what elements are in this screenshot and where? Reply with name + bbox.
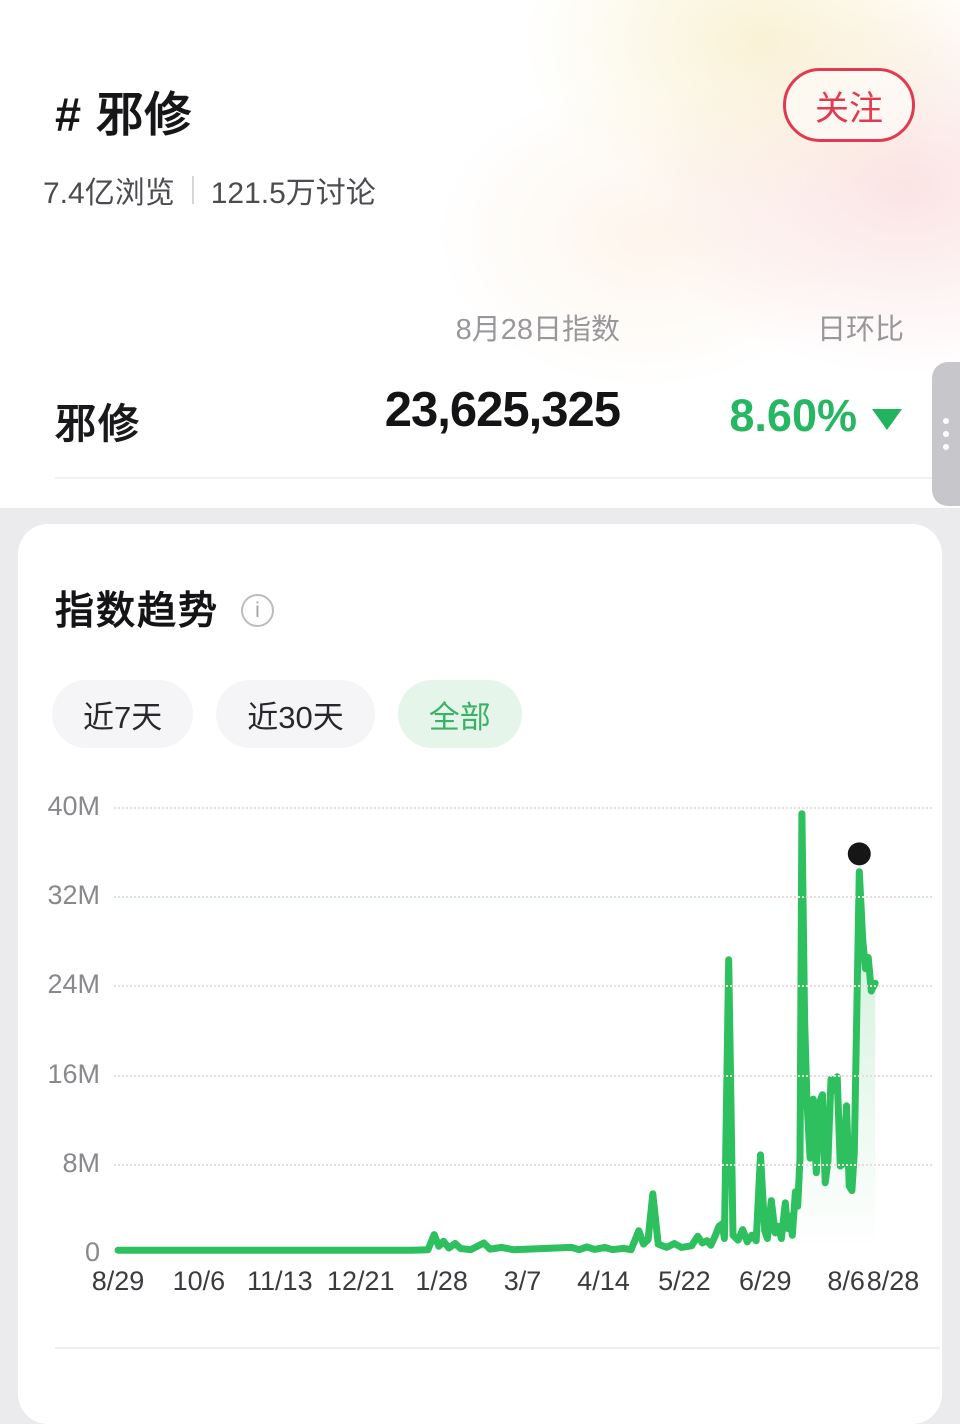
day-over-day-change: 8.60% [729, 390, 902, 442]
gridline [114, 1163, 932, 1166]
handle-dot-icon [943, 444, 949, 450]
day-over-day-column-label: 日环比 [816, 314, 904, 346]
section-divider [55, 1347, 940, 1349]
topic-header-section: # 邪修 关注 7.4亿浏览 121.5万讨论 8月28日指数 日环比 邪修 2… [0, 0, 960, 508]
y-axis-tick-label: 0 [84, 1236, 100, 1267]
x-axis-tick-label: 4/14 [577, 1266, 630, 1296]
x-axis-tick-label: 8/29 [91, 1266, 145, 1296]
latest-point-marker [847, 842, 871, 866]
y-axis-tick-label: 16M [47, 1058, 100, 1089]
chart-line-series [114, 810, 879, 1254]
down-triangle-icon [872, 408, 902, 430]
index-date-column-label: 8月28日指数 [455, 314, 620, 346]
gridline [114, 896, 932, 899]
period-tabs: 近7天 近30天 全部 [52, 680, 522, 748]
row-divider [55, 477, 940, 479]
page-title: # 邪修 [55, 88, 193, 141]
more-drag-handle[interactable] [932, 362, 960, 506]
trend-section-title: 指数趋势 [55, 590, 220, 633]
x-axis-tick-label: 6/29 [738, 1266, 792, 1296]
y-axis-tick-label: 24M [47, 969, 100, 1000]
gridline [114, 985, 932, 988]
info-icon[interactable]: i [241, 594, 274, 627]
trend-chart[interactable]: 40M 32M 24M 16M 8M 0 8/29 10/6 11/13 12/21 1/28 3/7… [18, 764, 942, 1304]
index-value: 23,625,325 [384, 383, 621, 437]
handle-dot-icon [943, 431, 949, 437]
index-row-topic-name: 邪修 [55, 401, 141, 447]
x-axis-tick-label: 11/13 [247, 1266, 313, 1296]
trend-line-chart [114, 810, 879, 1254]
y-axis-tick-label: 32M [47, 880, 100, 911]
y-axis-tick-label: 8M [62, 1147, 100, 1178]
x-axis-tick-label: 8/28 [866, 1266, 920, 1296]
gridline [114, 1074, 932, 1077]
x-axis-tick-label: 10/6 [172, 1266, 226, 1296]
tab-all-time[interactable]: 全部 [397, 680, 522, 748]
x-axis-tick-label: 5/22 [658, 1266, 711, 1296]
topic-stats: 7.4亿浏览 121.5万讨论 [43, 168, 376, 212]
x-axis-tick-label: 3/7 [503, 1266, 542, 1296]
discussions-count: 121.5万讨论 [210, 177, 376, 210]
y-axis-tick-label: 40M [47, 790, 100, 821]
views-count: 7.4亿浏览 [43, 177, 175, 210]
x-axis-tick-label: 12/21 [326, 1266, 395, 1296]
change-percent: 8.60% [729, 390, 857, 441]
tab-last-7-days[interactable]: 近7天 [52, 680, 194, 748]
x-axis-tick-label: 1/28 [415, 1266, 468, 1296]
x-axis-tick-label: 8/6 [827, 1266, 865, 1296]
stat-divider [191, 176, 194, 204]
gridline [114, 807, 932, 809]
trend-card: 指数趋势 i 近7天 近30天 全部 40M 32M 24M 16M 8M 0 8/29 10… [18, 524, 942, 1424]
follow-button[interactable]: 关注 [783, 68, 915, 142]
tab-last-30-days[interactable]: 近30天 [216, 680, 375, 748]
handle-dot-icon [943, 418, 949, 424]
